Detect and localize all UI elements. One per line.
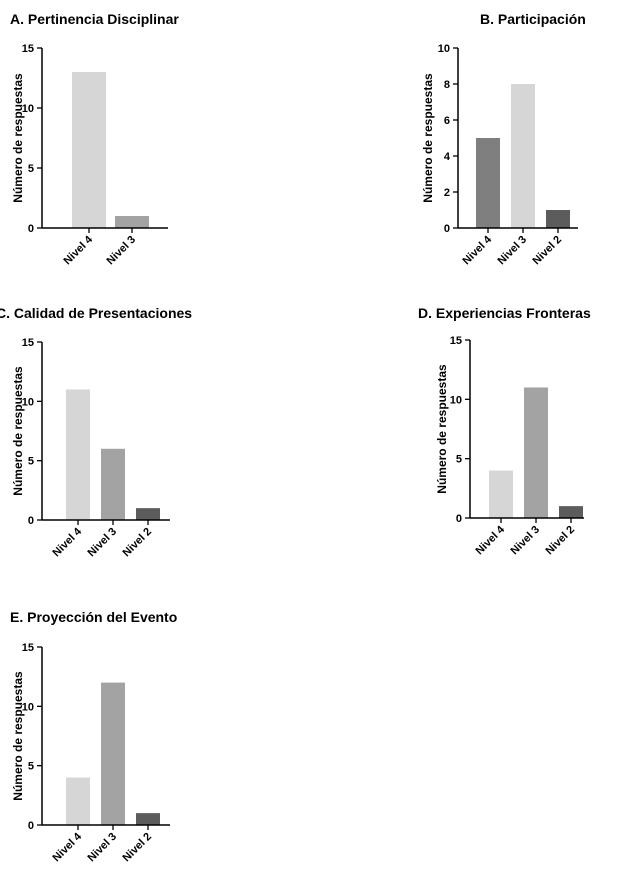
y-tick-label: 8 bbox=[444, 79, 450, 91]
bar-nivel-4 bbox=[489, 470, 513, 518]
y-tick-label: 2 bbox=[444, 187, 450, 199]
bar-nivel-3 bbox=[511, 84, 535, 228]
y-tick-label: 15 bbox=[22, 43, 34, 55]
bar-nivel-3 bbox=[101, 682, 125, 825]
y-tick-label: 0 bbox=[456, 513, 462, 525]
bar-nivel-4 bbox=[476, 138, 500, 228]
chart-title: A. Pertinencia Disciplinar bbox=[10, 11, 179, 27]
chart-panel-1: A. Pertinencia Disciplinar Número de resp… bbox=[10, 11, 179, 267]
bar-nivel-3 bbox=[524, 387, 548, 518]
chart-panel-2: B. Participación Número de respuestas 0 2 4 6… bbox=[421, 11, 586, 267]
x-category-label: Nivel 4 bbox=[51, 525, 85, 559]
x-category-label: Nivel 3 bbox=[496, 234, 530, 268]
x-category-label: Nivel 3 bbox=[509, 524, 543, 558]
bar-nivel-2 bbox=[546, 210, 570, 228]
y-tick-label: 4 bbox=[444, 151, 451, 163]
bar-nivel-4 bbox=[66, 777, 90, 825]
y-tick-label: 15 bbox=[450, 335, 462, 347]
x-category-label: Nivel 3 bbox=[105, 234, 139, 268]
y-axis-label: Número de respuestas bbox=[421, 73, 435, 203]
chart-panel-3: C. Calidad de Presentaciones Número de re… bbox=[0, 305, 192, 559]
y-tick-label: 5 bbox=[28, 456, 34, 468]
y-tick-label: 10 bbox=[450, 394, 462, 406]
y-axis-label: Número de respuestas bbox=[11, 366, 25, 496]
y-axis-label: Número de respuestas bbox=[435, 364, 449, 494]
chart-panel-5: E. Proyección del Evento Número de respue… bbox=[10, 609, 177, 864]
y-tick-label: 5 bbox=[28, 163, 34, 175]
y-tick-label: 15 bbox=[22, 337, 34, 349]
y-tick-label: 6 bbox=[444, 115, 450, 127]
chart-title: B. Participación bbox=[480, 11, 586, 27]
bar-nivel-3 bbox=[101, 448, 125, 520]
chart-title: D. Experiencias Fronteras bbox=[418, 305, 591, 321]
chart-title: C. Calidad de Presentaciones bbox=[0, 305, 192, 321]
y-axis-label: Número de respuestas bbox=[11, 73, 25, 203]
y-tick-label: 10 bbox=[22, 103, 34, 115]
y-tick-label: 10 bbox=[22, 701, 34, 713]
x-category-label: Nivel 3 bbox=[86, 526, 120, 560]
bar-nivel-4 bbox=[72, 72, 106, 228]
bar-nivel-2 bbox=[136, 508, 160, 520]
bar-nivel-2 bbox=[559, 506, 583, 518]
x-category-label: Nivel 4 bbox=[62, 233, 96, 267]
y-tick-label: 0 bbox=[28, 515, 34, 527]
x-category-label: Nivel 2 bbox=[121, 831, 155, 865]
bar-nivel-2 bbox=[136, 813, 160, 825]
y-tick-label: 5 bbox=[456, 454, 462, 466]
x-category-label: Nivel 2 bbox=[531, 234, 565, 268]
x-category-label: Nivel 3 bbox=[86, 831, 120, 865]
x-category-label: Nivel 4 bbox=[51, 830, 85, 864]
x-category-label: Nivel 4 bbox=[461, 233, 495, 267]
bar-nivel-3 bbox=[115, 216, 149, 228]
y-tick-label: 0 bbox=[28, 223, 34, 235]
y-tick-label: 15 bbox=[22, 642, 34, 654]
x-category-label: Nivel 4 bbox=[474, 523, 508, 557]
x-category-label: Nivel 2 bbox=[544, 524, 578, 558]
x-category-label: Nivel 2 bbox=[121, 526, 155, 560]
y-tick-label: 10 bbox=[22, 396, 34, 408]
y-tick-label: 0 bbox=[28, 820, 34, 832]
chart-panel-4: D. Experiencias Fronteras Número de respu… bbox=[418, 305, 591, 557]
y-tick-label: 5 bbox=[28, 761, 34, 773]
chart-title: E. Proyección del Evento bbox=[10, 609, 177, 625]
bar-nivel-4 bbox=[66, 389, 90, 520]
y-axis-label: Número de respuestas bbox=[11, 671, 25, 801]
y-tick-label: 10 bbox=[438, 43, 450, 55]
y-tick-label: 0 bbox=[444, 223, 450, 235]
